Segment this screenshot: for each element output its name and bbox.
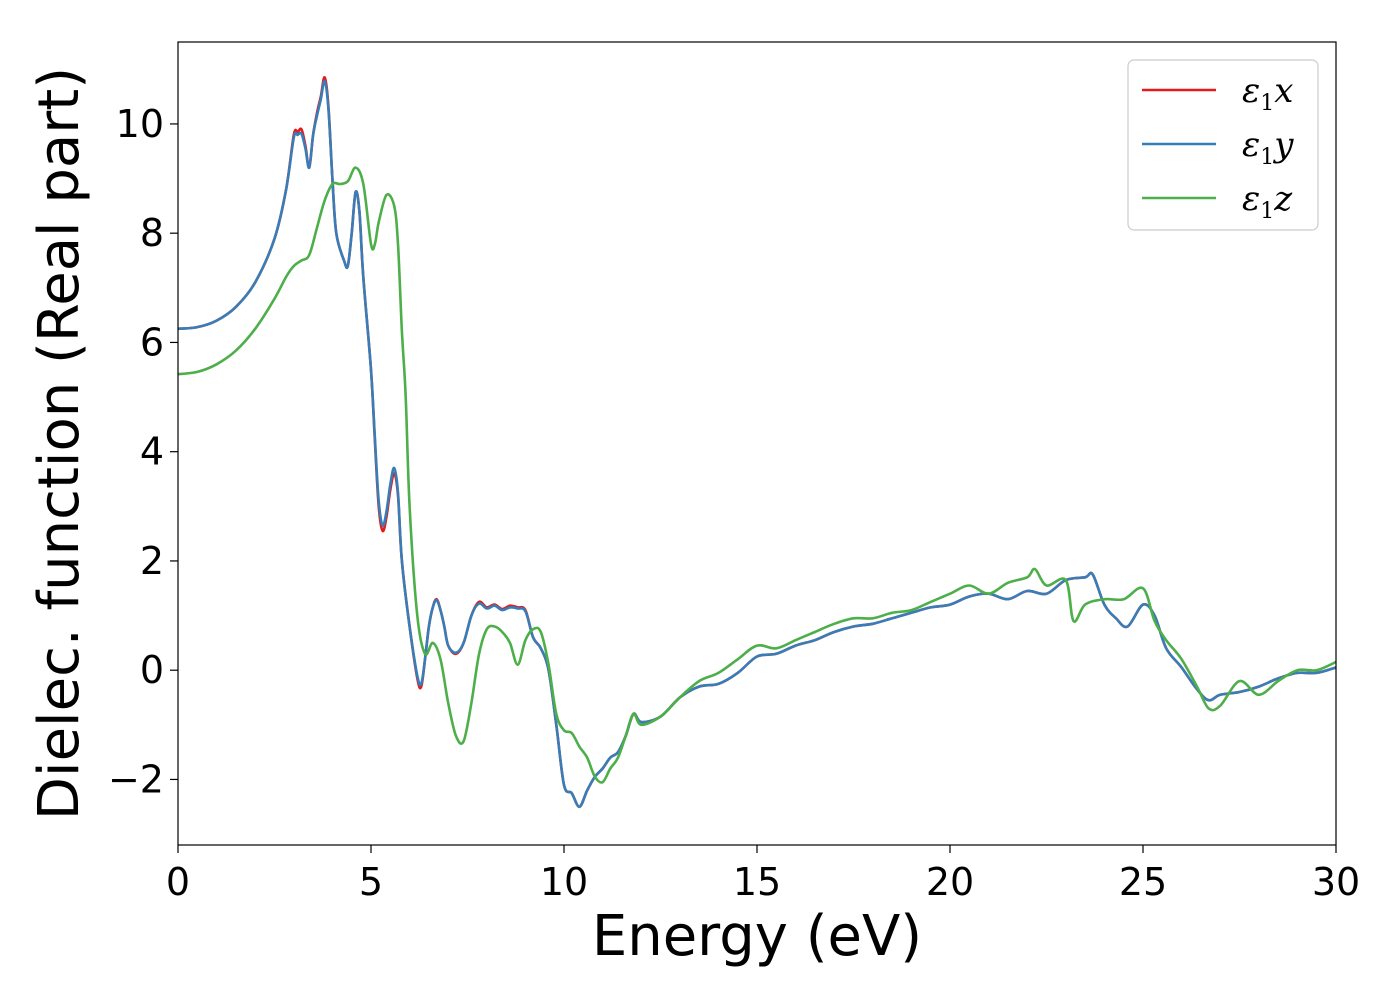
y-tick-label: 2 bbox=[140, 539, 164, 583]
y-tick-label: 10 bbox=[116, 102, 164, 146]
legend-label-x: ε1x bbox=[1242, 71, 1293, 116]
y-tick-label: −2 bbox=[108, 757, 164, 801]
x-tick-label: 30 bbox=[1312, 860, 1360, 904]
x-tick-label: 15 bbox=[733, 860, 781, 904]
x-tick-label: 5 bbox=[359, 860, 383, 904]
x-tick-label: 20 bbox=[926, 860, 974, 904]
x-tick-label: 0 bbox=[166, 860, 190, 904]
y-tick-label: 4 bbox=[140, 430, 164, 474]
legend: ε1x ε1y ε1z bbox=[1127, 59, 1319, 231]
y-tick-label: 8 bbox=[140, 211, 164, 255]
series-line-z bbox=[178, 166, 1336, 784]
legend-label-y: ε1y bbox=[1242, 125, 1294, 170]
ticks-layer: 0 5 10 15 20 25 30 −2 0 2 4 6 8 10 bbox=[108, 102, 1360, 904]
x-tick-label: 25 bbox=[1119, 860, 1167, 904]
y-tick-label: 0 bbox=[140, 648, 164, 692]
y-tick-label: 6 bbox=[140, 320, 164, 364]
legend-box bbox=[1127, 59, 1319, 231]
x-axis-title: Energy (eV) bbox=[592, 904, 922, 969]
legend-label-z: ε1z bbox=[1242, 179, 1293, 224]
y-axis-title: Dielec. function (Real part) bbox=[27, 67, 92, 820]
series-layer bbox=[178, 76, 1336, 809]
x-tick-label: 10 bbox=[540, 860, 588, 904]
